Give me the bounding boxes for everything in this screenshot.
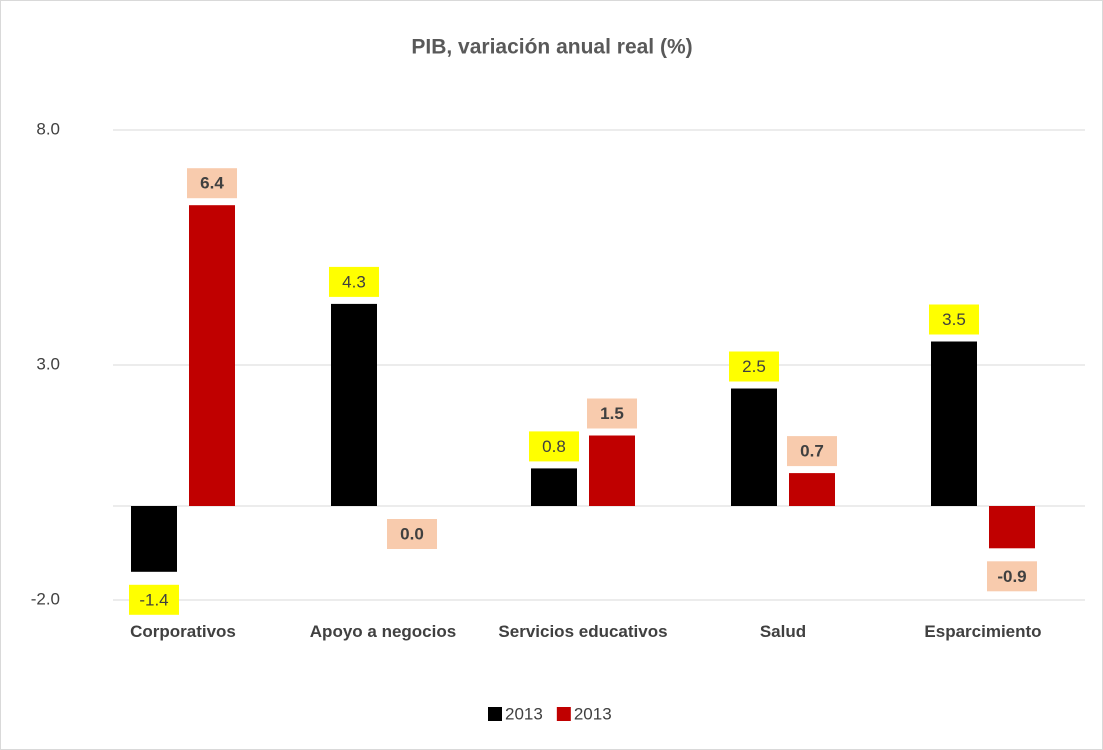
- value-label-box: [387, 519, 437, 549]
- chart-title: PIB, variación anual real (%): [411, 36, 692, 59]
- x-tick-label: Salud: [759, 622, 807, 641]
- value-label-box: [929, 304, 979, 335]
- legend-swatch: [556, 707, 571, 721]
- bar: [131, 506, 177, 572]
- value-label-box: [587, 398, 637, 429]
- value-label: 1.5: [600, 404, 624, 423]
- value-label-box: [187, 168, 237, 199]
- bar: [989, 506, 1035, 549]
- y-tick-label: 3.0: [36, 354, 60, 373]
- x-tick-label: Esparcimiento: [924, 622, 1042, 641]
- x-tick-label: Corporativos: [130, 622, 236, 641]
- value-label: 2.5: [742, 357, 766, 376]
- bar: [731, 388, 777, 506]
- value-label-box: [787, 436, 837, 467]
- value-label: 4.3: [342, 272, 366, 291]
- bar: [189, 205, 235, 506]
- value-label: -0.9: [997, 567, 1026, 586]
- bar: [931, 341, 977, 506]
- bar: [589, 435, 635, 506]
- y-tick-label: -2.0: [31, 589, 60, 608]
- value-label-box: [329, 266, 379, 297]
- y-tick-label: 8.0: [36, 119, 60, 138]
- value-label: 0.8: [542, 437, 566, 456]
- bar: [531, 468, 577, 506]
- legend-swatch: [488, 707, 502, 721]
- value-label-box: [129, 584, 179, 615]
- value-label: -1.4: [139, 590, 168, 609]
- value-label: 0.7: [800, 442, 824, 461]
- x-tick-label: Servicios educativos: [498, 622, 668, 641]
- value-label-box: [987, 561, 1037, 592]
- value-label-box: [529, 431, 579, 462]
- value-label: 0.0: [400, 524, 424, 543]
- bar: [789, 473, 835, 506]
- x-tick-label: Apoyo a negocios: [309, 622, 457, 641]
- value-label: 6.4: [200, 174, 224, 193]
- bar: [331, 303, 377, 506]
- legend-label: 2013: [505, 704, 543, 723]
- value-label-box: [729, 351, 779, 382]
- value-label: 3.5: [942, 310, 966, 329]
- legend-label: 2013: [574, 704, 612, 723]
